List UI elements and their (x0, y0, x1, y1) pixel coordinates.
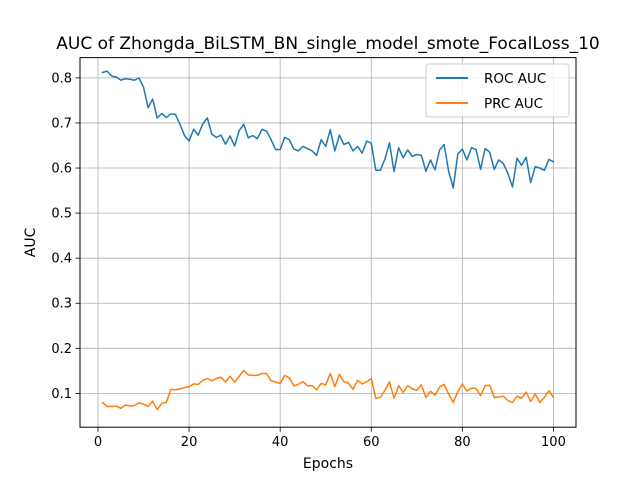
x-tick-label: 60 (363, 435, 380, 450)
legend-label-roc: ROC AUC (484, 71, 546, 87)
x-ticks: 0 20 40 60 80 100 (94, 427, 566, 450)
legend: ROC AUC PRC AUC (425, 63, 570, 118)
x-tick-label: 80 (454, 435, 471, 450)
chart-title: AUC of Zhongda_BiLSTM_BN_single_model_sm… (56, 34, 600, 54)
x-tick-label: 0 (94, 435, 102, 450)
x-tick-label: 20 (181, 435, 198, 450)
x-tick-label: 40 (272, 435, 289, 450)
series-lines (101, 70, 555, 411)
y-tick-label: 0.5 (51, 207, 72, 222)
legend-label-prc: PRC AUC (484, 96, 543, 112)
series-line-prc-auc (101, 369, 555, 411)
y-tick-label: 0.8 (51, 71, 72, 86)
x-axis-label: Epochs (303, 456, 353, 472)
grid (80, 57, 576, 428)
x-tick-label: 100 (541, 435, 566, 450)
y-tick-label: 0.4 (51, 252, 72, 267)
y-tick-label: 0.3 (51, 297, 72, 312)
y-tick-label: 0.7 (51, 116, 72, 131)
y-tick-label: 0.1 (51, 387, 72, 402)
series-line-roc-auc (101, 70, 555, 189)
y-axis-label: AUC (23, 227, 39, 257)
y-tick-label: 0.2 (51, 342, 72, 357)
y-ticks: 0.1 0.2 0.3 0.4 0.5 0.6 0.7 0.8 (51, 71, 80, 402)
plot-frame (79, 57, 577, 428)
y-tick-label: 0.6 (51, 162, 72, 177)
